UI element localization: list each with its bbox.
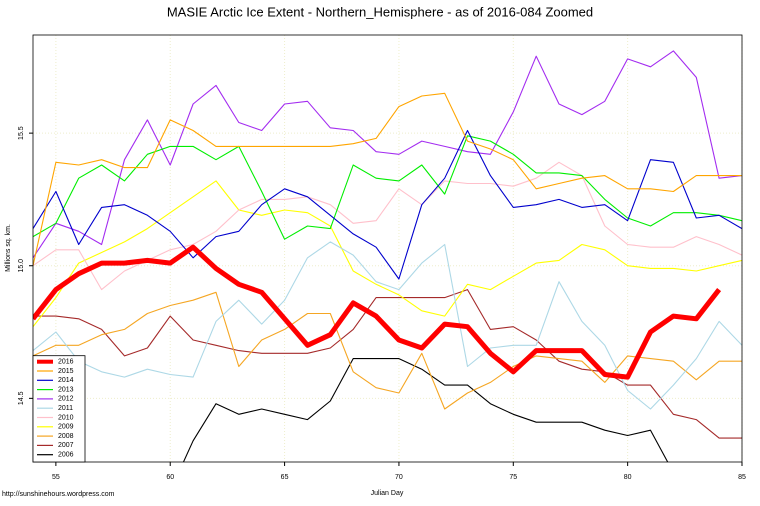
- series-line: [33, 358, 669, 462]
- y-axis-label: Millions sq. km.: [5, 224, 12, 272]
- series-line: [33, 135, 742, 240]
- x-tick-label: 80: [624, 474, 632, 481]
- x-tick-label: 60: [166, 474, 174, 481]
- series-line: [33, 241, 742, 410]
- x-axis-label: Julian Day: [371, 490, 404, 497]
- legend-label: 2014: [58, 377, 74, 384]
- series-line: [33, 180, 742, 328]
- y-tick-label: 14.5: [18, 391, 25, 405]
- series-line: [33, 291, 742, 410]
- legend-label: 2013: [58, 386, 74, 393]
- plot-frame: [32, 34, 743, 463]
- legend-label: 2009: [58, 424, 74, 431]
- legend-label: 2008: [58, 433, 74, 440]
- series-line: [33, 129, 742, 280]
- legend-label: 2012: [58, 396, 74, 403]
- y-tick-label: 15.0: [18, 259, 25, 273]
- legend-label: 2016: [58, 359, 74, 366]
- legend-label: 2011: [58, 405, 73, 412]
- x-tick-label: 75: [509, 474, 517, 481]
- footer: http://sunshinehours.wordpress.com: [2, 491, 115, 498]
- x-tick-label: 55: [52, 474, 60, 481]
- legend-label: 2015: [58, 368, 74, 375]
- y-tick-label: 15.5: [18, 126, 25, 140]
- series-line: [33, 92, 742, 266]
- legend-box: [32, 355, 86, 463]
- series-line: [33, 50, 742, 259]
- x-tick-label: 65: [281, 474, 289, 481]
- plot-lines: [33, 50, 742, 462]
- x-tick-label: 70: [395, 474, 403, 481]
- legend-label: 2007: [58, 442, 74, 449]
- legend-label: 2010: [58, 414, 74, 421]
- x-tick-label: 85: [738, 474, 746, 481]
- series-line: [33, 161, 742, 291]
- chart-title: MASIE Arctic Ice Extent - Northern_Hemis…: [167, 4, 593, 19]
- legend-label: 2006: [58, 452, 74, 459]
- series-line: [33, 244, 722, 380]
